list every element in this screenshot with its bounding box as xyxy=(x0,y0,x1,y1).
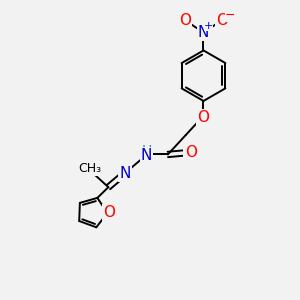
Text: O: O xyxy=(197,110,209,125)
Text: CH₃: CH₃ xyxy=(78,162,101,175)
Text: N: N xyxy=(119,166,130,181)
Text: O: O xyxy=(103,206,115,220)
Text: O: O xyxy=(179,13,191,28)
Text: −: − xyxy=(225,9,236,22)
Text: H: H xyxy=(141,145,152,158)
Text: O: O xyxy=(185,146,197,160)
Text: N: N xyxy=(198,25,209,40)
Text: +: + xyxy=(204,21,213,31)
Text: N: N xyxy=(141,148,152,164)
Text: O: O xyxy=(216,13,228,28)
